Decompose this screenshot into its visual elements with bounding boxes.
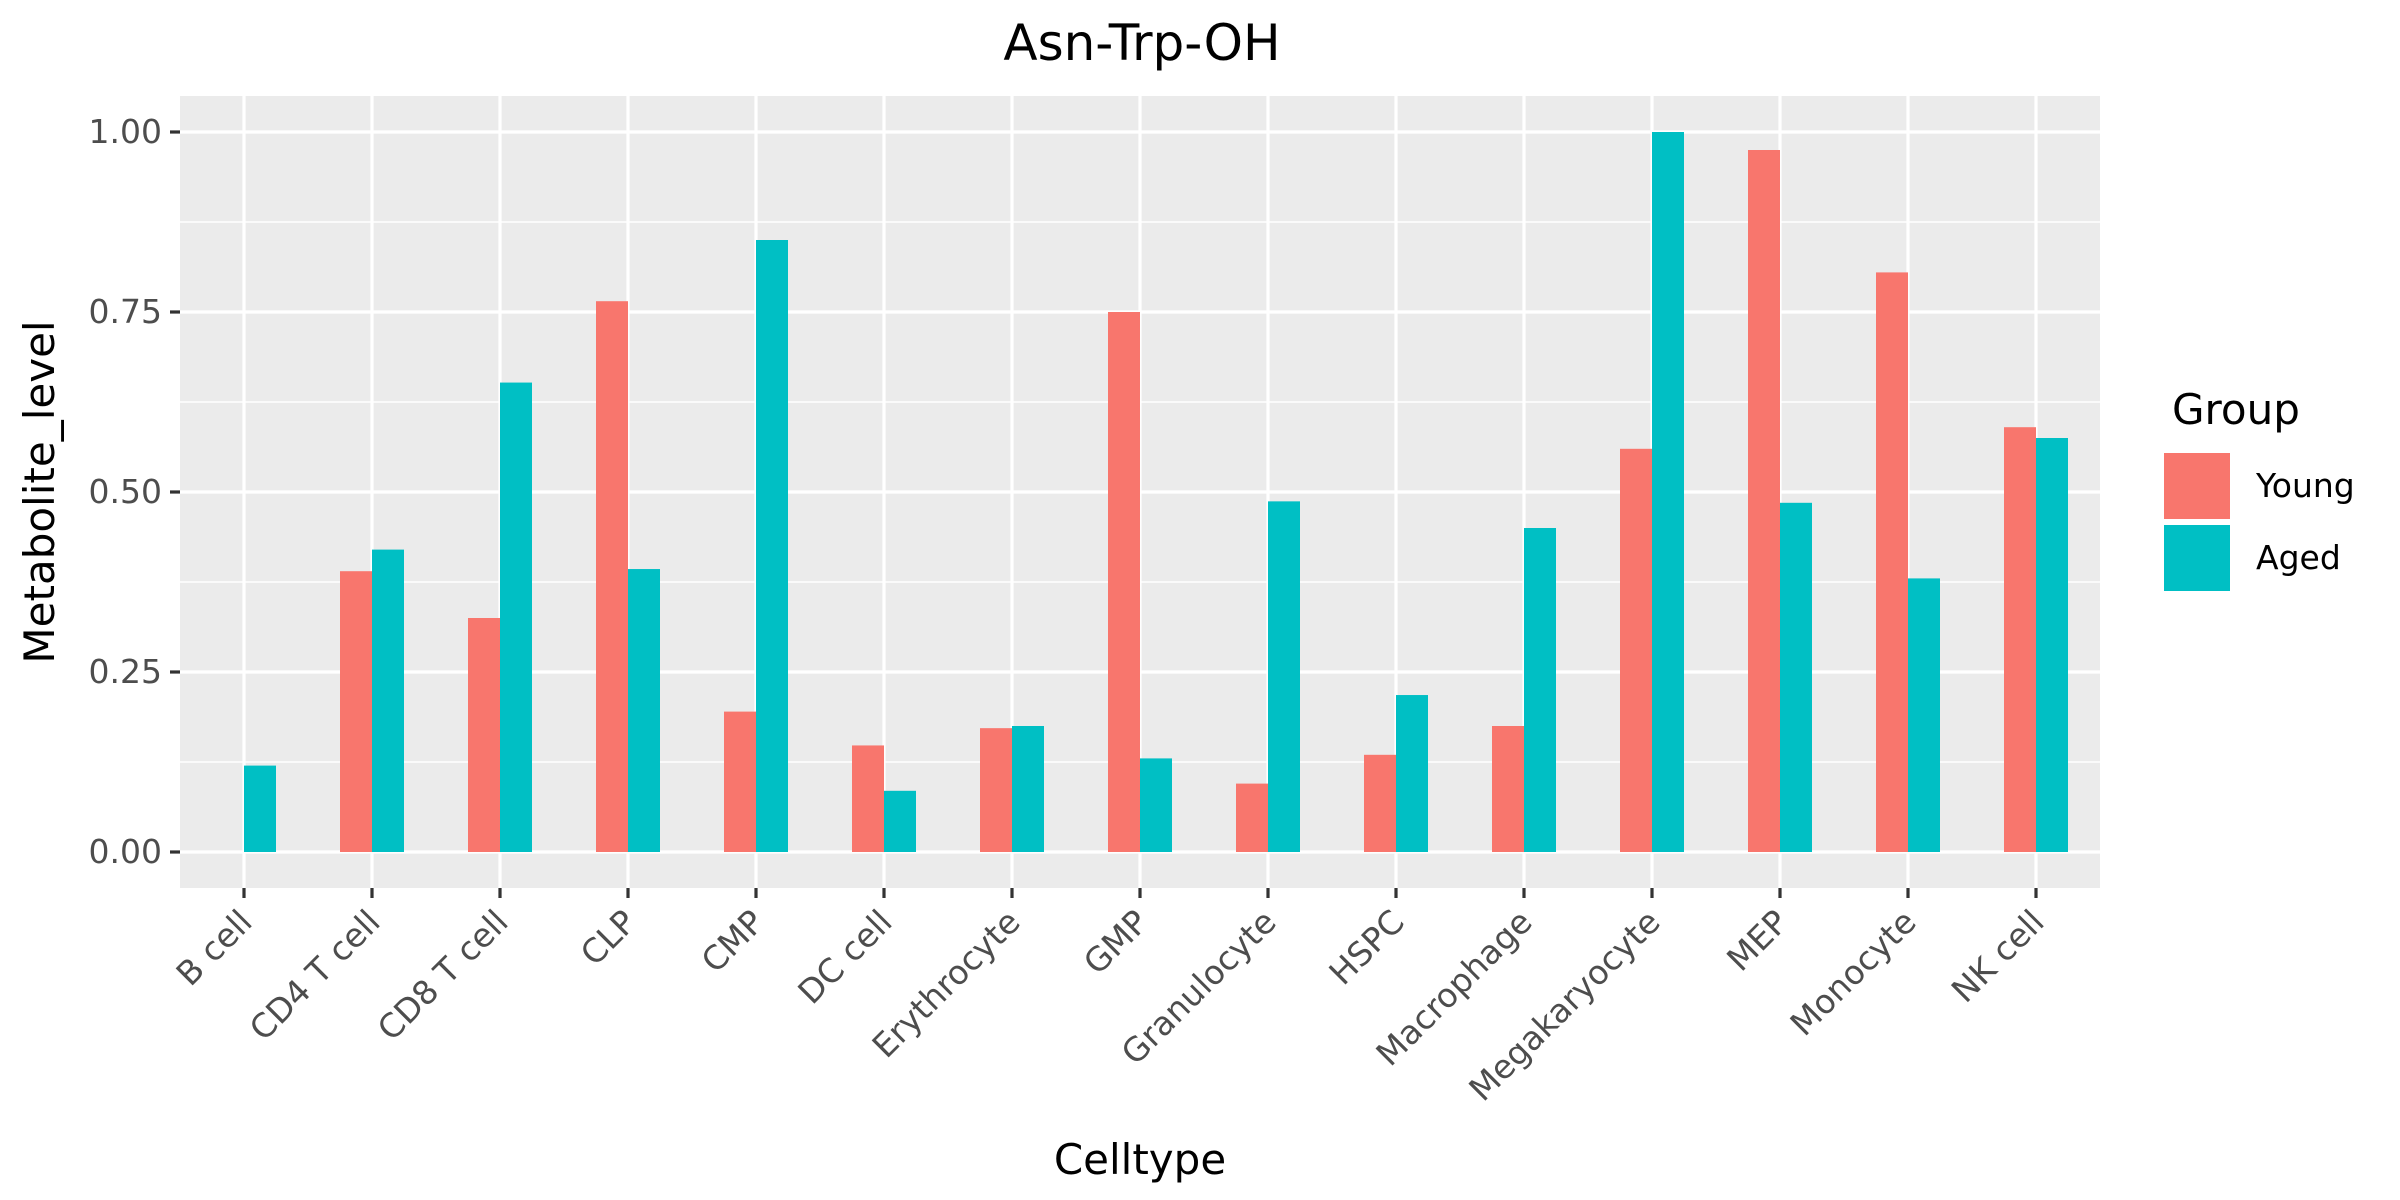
x-axis-title: Celltype <box>1054 1135 1226 1184</box>
bar-young <box>1108 312 1140 852</box>
legend-key-aged <box>2164 525 2230 591</box>
x-tick-label: B cell <box>168 902 259 993</box>
y-tick-label: 0.75 <box>89 292 162 331</box>
y-tick-label: 0.50 <box>89 472 162 511</box>
x-tick-label: CMP <box>694 902 772 980</box>
legend-title: Group <box>2172 385 2300 434</box>
x-tick-label: GMP <box>1076 902 1156 982</box>
bar-aged <box>244 765 276 852</box>
y-tick-label: 0.00 <box>89 832 162 871</box>
bars-layer <box>244 132 2068 852</box>
legend: Group Young Aged <box>2164 385 2355 591</box>
x-tick-label: NK cell <box>1944 902 2052 1010</box>
legend-label-young: Young <box>2255 466 2355 505</box>
bar-aged <box>628 569 660 852</box>
y-axis: 0.00 0.25 0.50 0.75 1.00 <box>89 112 180 871</box>
bar-young <box>980 728 1012 852</box>
x-tick-label: MEP <box>1719 902 1796 979</box>
bar-young <box>852 745 884 852</box>
bar-young <box>1492 726 1524 852</box>
bar-aged <box>1780 502 1812 852</box>
bar-aged <box>2036 438 2068 852</box>
bar-aged <box>884 790 916 852</box>
bar-aged <box>1396 695 1428 852</box>
y-axis-title: Metabolite_level <box>15 320 64 663</box>
bar-aged <box>1908 578 1940 852</box>
x-tick-label: CLP <box>573 902 644 973</box>
bar-aged <box>1652 132 1684 852</box>
bar-aged <box>500 382 532 852</box>
bar-aged <box>756 240 788 852</box>
bar-young <box>2004 427 2036 852</box>
x-tick-label: HSPC <box>1321 902 1411 992</box>
x-tick-label: CD4 T cell <box>242 902 388 1048</box>
bar-aged <box>1140 758 1172 852</box>
chart-title: Asn-Trp-OH <box>1003 14 1280 72</box>
bar-young <box>1236 783 1268 852</box>
legend-label-aged: Aged <box>2256 538 2341 577</box>
x-tick-label: DC cell <box>790 902 899 1011</box>
x-tick-label: CD8 T cell <box>370 902 516 1048</box>
x-tick-label: Monocyte <box>1782 902 1923 1043</box>
bar-aged <box>372 549 404 852</box>
legend-key-young <box>2164 453 2230 519</box>
bar-young <box>340 571 372 852</box>
bar-aged <box>1524 528 1556 852</box>
bar-young <box>468 618 500 852</box>
bar-young <box>1748 150 1780 852</box>
bar-young <box>1364 754 1396 852</box>
bar-aged <box>1012 726 1044 852</box>
y-tick-label: 0.25 <box>89 652 162 691</box>
y-tick-label: 1.00 <box>89 112 162 151</box>
bar-young <box>1876 272 1908 852</box>
bar-aged <box>1268 501 1300 852</box>
bar-young <box>724 711 756 852</box>
bar-young <box>596 301 628 852</box>
bar-young <box>1620 448 1652 852</box>
